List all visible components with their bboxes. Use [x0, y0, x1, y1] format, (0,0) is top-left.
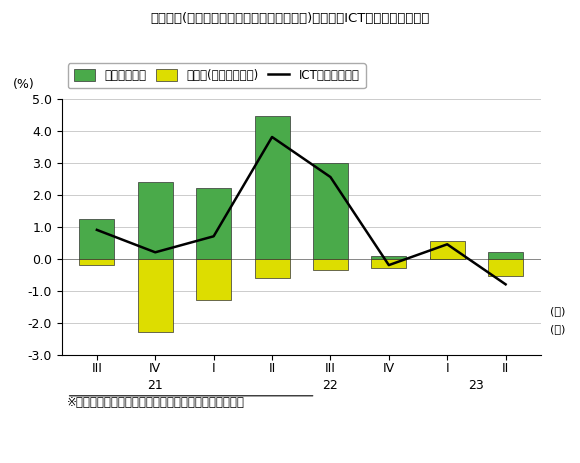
Bar — [488, 259, 523, 276]
Bar — [196, 188, 231, 259]
Y-axis label: (%): (%) — [13, 78, 34, 91]
Bar — [430, 241, 465, 259]
Text: 22: 22 — [322, 379, 338, 392]
Text: 23: 23 — [469, 379, 484, 392]
Text: (期): (期) — [550, 306, 566, 316]
Bar — [371, 256, 407, 259]
Text: (年): (年) — [550, 324, 566, 334]
Bar — [313, 163, 348, 259]
Bar — [255, 116, 289, 259]
Text: ※ここでいう設備投資は機械受注統計で代用している。: ※ここでいう設備投資は機械受注統計で代用している。 — [67, 396, 245, 409]
Text: 21: 21 — [147, 379, 163, 392]
Bar — [137, 182, 173, 259]
Bar — [137, 259, 173, 332]
Bar — [430, 257, 465, 259]
Bar — [313, 259, 348, 270]
Bar — [79, 219, 114, 259]
Bar — [196, 259, 231, 300]
Legend: 電子計算機等, 通信機(除く携帯電話), ICT関連設備投資: 電子計算機等, 通信機(除く携帯電話), ICT関連設備投資 — [68, 63, 365, 88]
Bar — [255, 259, 289, 278]
Bar — [488, 252, 523, 259]
Bar — [371, 259, 407, 269]
Bar — [79, 259, 114, 265]
Text: 機械受注(民需、除く船舶・電力・携帯電話)に占めるICT関連機種の寄与度: 機械受注(民需、除く船舶・電力・携帯電話)に占めるICT関連機種の寄与度 — [150, 12, 430, 25]
